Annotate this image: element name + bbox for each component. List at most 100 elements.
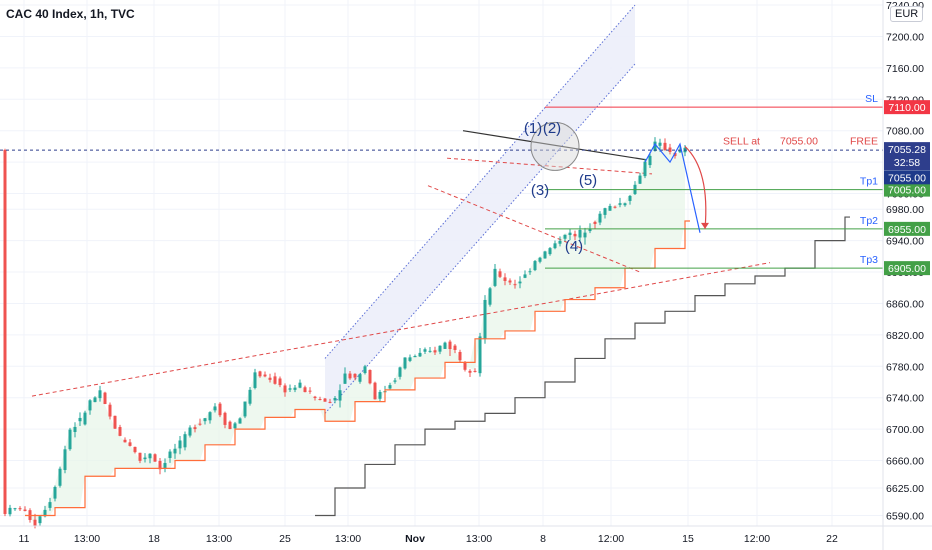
candle-body (528, 271, 532, 273)
candle-body (98, 390, 102, 399)
candle-body (548, 248, 552, 255)
time-tick-label: 13:00 (335, 533, 361, 545)
candle-body (483, 299, 487, 339)
price-tick-label: 6625.00 (886, 483, 924, 495)
candle-body (658, 142, 662, 146)
sell-label: SELL at (723, 135, 760, 147)
candle-body (588, 229, 592, 232)
candle-body (128, 442, 132, 446)
candle-body (163, 462, 167, 469)
candle-body (568, 232, 572, 236)
candle-body (648, 155, 652, 166)
candle-body (603, 208, 607, 215)
candle-body (23, 509, 27, 512)
projection-arrow (684, 145, 707, 229)
candle-body (393, 380, 397, 382)
candle-body (3, 149, 7, 514)
candle-body (413, 356, 417, 358)
candle-body (183, 434, 187, 448)
time-tick-label: 12:00 (598, 533, 624, 545)
candle-body (628, 195, 632, 201)
candle-body (373, 382, 377, 400)
candle-body (463, 362, 467, 370)
sell-price-tag-text: 7055.00 (888, 172, 926, 184)
candle-body (458, 351, 462, 361)
neckline-dashed-line (427, 185, 641, 273)
candle-body (318, 399, 322, 401)
candle-body (158, 460, 162, 470)
candle-body (153, 454, 157, 462)
candle-body (303, 387, 307, 393)
level-label-sl: SL (865, 93, 878, 105)
candle-body (223, 412, 227, 425)
price-tag-text-tp1: 7005.00 (888, 185, 926, 197)
candle-body (428, 350, 432, 352)
candle-body (33, 519, 37, 526)
price-axis[interactable]: 7240.007200.007160.007120.007080.007040.… (882, 0, 930, 550)
candle-body (673, 152, 677, 157)
price-tag-sl[interactable] (884, 100, 930, 115)
price-tick-label: 6860.00 (886, 298, 924, 310)
candle-body (498, 271, 502, 277)
candle-body (523, 274, 527, 278)
candle-body (663, 142, 667, 151)
candle-body (453, 345, 457, 350)
candle-body (43, 509, 47, 517)
price-tag-tp2[interactable] (884, 221, 930, 236)
last-price-tag[interactable] (884, 142, 930, 171)
wave-label: (5) (579, 172, 597, 189)
price-tick-label: 6740.00 (886, 393, 924, 405)
candle-body (333, 397, 337, 401)
candle-body (103, 392, 107, 405)
candle-body (538, 257, 542, 262)
candle-body (343, 373, 347, 384)
candle-body (113, 415, 117, 429)
price-tick-label: 7080.00 (886, 126, 924, 138)
price-tag-tp1[interactable] (884, 182, 930, 197)
resistance-dashed-line (446, 157, 653, 175)
candle-body (248, 389, 252, 404)
candle-body (208, 412, 212, 421)
candle-body (218, 403, 222, 416)
level-label-tp1: Tp1 (860, 176, 878, 188)
candle-body (503, 277, 507, 281)
drawing-layer (25, 4, 771, 524)
candle-body (68, 429, 72, 450)
candle-body (563, 234, 567, 239)
currency-button[interactable]: EUR (890, 6, 924, 22)
candle-body (623, 203, 627, 206)
channel-upper-line (324, 4, 636, 359)
sell-price-label: 7055.00 (780, 135, 818, 147)
wave-label: (1) (524, 120, 542, 137)
candle-body (583, 232, 587, 238)
candle-body (368, 370, 372, 384)
time-tick-label: 13:00 (206, 533, 232, 545)
sell-price-tag[interactable] (884, 170, 930, 185)
price-tag-tp3[interactable] (884, 261, 930, 276)
candle-body (13, 508, 17, 510)
candle-body (553, 243, 557, 249)
candle-body (638, 175, 642, 184)
time-axis[interactable]: 11 13:00 18 13:00 25 13:00 Nov 13:00 8 12:00 15 12:… (0, 525, 932, 545)
candle-body (448, 341, 452, 350)
candle-body (278, 378, 282, 386)
orange-trailing-stop-line (25, 220, 690, 517)
symbol-title: CAC 40 Index, 1h, TVC (6, 7, 135, 21)
candle-body (63, 449, 67, 470)
wave-label: (2) (543, 120, 561, 137)
price-tick-label: 6940.00 (886, 236, 924, 248)
candle-body (408, 357, 412, 361)
candle-body (363, 366, 367, 374)
candle-body (468, 370, 472, 373)
candle-body (53, 486, 57, 499)
candle-body (173, 448, 177, 454)
elliott-wave-path (644, 142, 701, 233)
candle-body (433, 350, 437, 353)
candle-body (133, 446, 137, 453)
candle-series (3, 137, 687, 529)
price-tick-label: 6660.00 (886, 456, 924, 468)
candle-body (573, 233, 577, 237)
bar-countdown-text: 32:58 (894, 157, 920, 169)
candle-body (273, 376, 277, 384)
